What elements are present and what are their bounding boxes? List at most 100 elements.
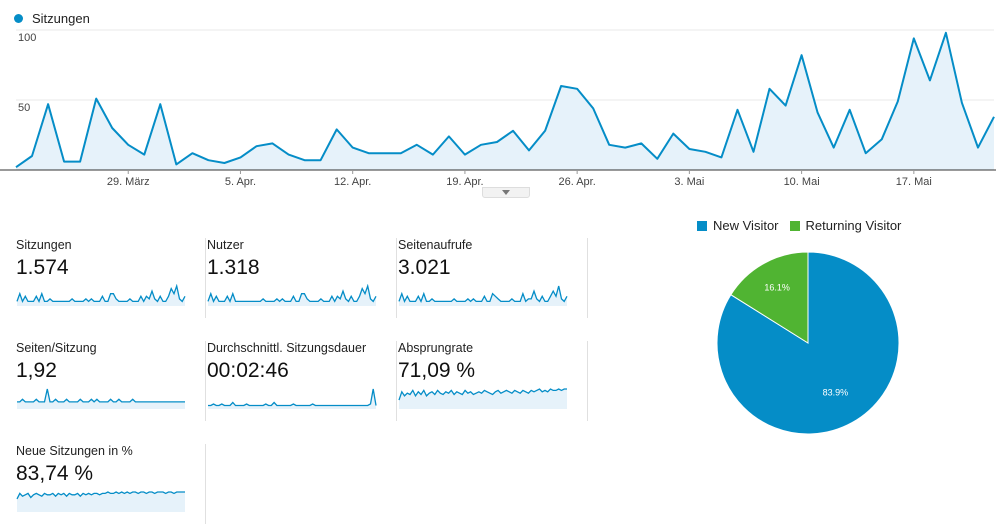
data-point[interactable]: [335, 127, 339, 131]
data-point[interactable]: [46, 102, 50, 106]
data-point[interactable]: [944, 31, 948, 35]
data-point[interactable]: [30, 154, 34, 158]
data-point[interactable]: [687, 147, 691, 151]
sparkline: [16, 284, 186, 306]
data-point[interactable]: [351, 146, 355, 150]
data-point[interactable]: [431, 153, 435, 157]
metric-value: 1.574: [16, 256, 69, 279]
data-point[interactable]: [848, 108, 852, 112]
x-tick-label: 29. März: [107, 176, 150, 188]
data-point[interactable]: [271, 141, 275, 145]
pie-slice-returning-visitor[interactable]: [730, 251, 809, 344]
data-point[interactable]: [287, 153, 291, 157]
data-point[interactable]: [319, 158, 323, 162]
data-point[interactable]: [222, 161, 226, 165]
data-point[interactable]: [623, 146, 627, 150]
x-tick-label: 19. Apr.: [446, 176, 483, 188]
series-swatch: [14, 13, 23, 23]
sparkline: [16, 491, 185, 512]
metric-label: Durchschnittl. Sitzungsdauer: [207, 341, 367, 355]
data-point[interactable]: [960, 101, 964, 105]
sessions-line-chart[interactable]: 100 50 29. März 5. Apr. 12. Apr. 19. Apr. 26. …: [0, 0, 996, 200]
data-point[interactable]: [14, 165, 18, 169]
metric-value: 1.318: [207, 256, 260, 279]
series-line-sitzungen[interactable]: [15, 31, 995, 169]
data-point[interactable]: [896, 99, 900, 103]
data-point[interactable]: [126, 143, 130, 147]
metric-label: Seitenaufrufe: [398, 238, 473, 252]
legend-swatch: [789, 220, 800, 231]
divider: [396, 341, 397, 421]
data-point[interactable]: [992, 115, 996, 119]
data-point[interactable]: [174, 162, 178, 166]
data-point[interactable]: [719, 155, 723, 159]
data-point[interactable]: [880, 137, 884, 141]
data-point[interactable]: [976, 146, 980, 150]
divider: [587, 238, 588, 318]
data-point[interactable]: [238, 155, 242, 159]
data-point[interactable]: [415, 143, 419, 147]
data-point[interactable]: [383, 151, 387, 155]
data-point[interactable]: [655, 157, 659, 161]
data-point[interactable]: [928, 78, 932, 82]
data-point[interactable]: [768, 87, 772, 91]
data-point[interactable]: [254, 144, 258, 148]
y-tick-label: 100: [18, 32, 36, 44]
data-point[interactable]: [912, 36, 916, 40]
data-point[interactable]: [142, 153, 146, 157]
data-point[interactable]: [367, 151, 371, 155]
visitor-pie-chart[interactable]: 83.9% 16.1%: [716, 251, 900, 435]
metric-value: 71,09 %: [398, 359, 476, 382]
data-point[interactable]: [752, 150, 756, 154]
data-point[interactable]: [735, 108, 739, 112]
data-point[interactable]: [303, 158, 307, 162]
data-point[interactable]: [511, 129, 515, 133]
metric-bounce-rate[interactable]: Absprungrate 71,09 %: [398, 341, 588, 421]
x-tick-label: 12. Apr.: [334, 176, 371, 188]
data-point[interactable]: [543, 129, 547, 133]
data-point[interactable]: [206, 158, 210, 162]
data-point[interactable]: [559, 84, 563, 88]
sparkline-line: [208, 388, 377, 407]
data-point[interactable]: [479, 143, 483, 147]
divider: [587, 341, 588, 421]
metric-users[interactable]: Nutzer 1.318: [207, 238, 397, 318]
data-point[interactable]: [575, 87, 579, 91]
metric-label: Seiten/Sitzung: [16, 341, 97, 355]
data-point[interactable]: [463, 153, 467, 157]
data-point[interactable]: [639, 141, 643, 145]
x-tick-label: 17. Mai: [896, 176, 932, 188]
data-point[interactable]: [784, 104, 788, 108]
legend-item-returning-visitor[interactable]: Returning Visitor: [789, 218, 901, 233]
data-point[interactable]: [832, 146, 836, 150]
metric-new-sessions-pct[interactable]: Neue Sitzungen in % 83,74 %: [16, 444, 206, 524]
data-point[interactable]: [62, 160, 66, 164]
data-point[interactable]: [158, 102, 162, 106]
data-point[interactable]: [527, 148, 531, 152]
metric-label: Neue Sitzungen in %: [16, 444, 133, 458]
data-point[interactable]: [94, 97, 98, 101]
metric-avg-session-duration[interactable]: Durchschnittl. Sitzungsdauer 00:02:46: [207, 341, 397, 421]
data-point[interactable]: [607, 143, 611, 147]
metric-pages-per-session[interactable]: Seiten/Sitzung 1,92: [16, 341, 206, 421]
data-point[interactable]: [190, 151, 194, 155]
data-point[interactable]: [800, 53, 804, 57]
sparkline: [398, 388, 567, 409]
data-point[interactable]: [703, 150, 707, 154]
metric-sessions[interactable]: Sitzungen 1.574: [16, 238, 206, 318]
data-point[interactable]: [864, 151, 868, 155]
data-point[interactable]: [110, 126, 114, 130]
series-area-sitzungen: [16, 32, 994, 170]
data-point[interactable]: [591, 106, 595, 110]
metric-pageviews[interactable]: Seitenaufrufe 3.021: [398, 238, 588, 318]
legend-item-new-visitor[interactable]: New Visitor: [697, 218, 779, 233]
chevron-down-icon: [502, 190, 510, 195]
data-point[interactable]: [816, 111, 820, 115]
chart-collapse-handle[interactable]: [482, 187, 530, 198]
data-point[interactable]: [495, 140, 499, 144]
data-point[interactable]: [671, 132, 675, 136]
data-point[interactable]: [399, 151, 403, 155]
data-point[interactable]: [78, 160, 82, 164]
data-point[interactable]: [447, 134, 451, 138]
chart-legend: Sitzungen: [14, 9, 90, 27]
